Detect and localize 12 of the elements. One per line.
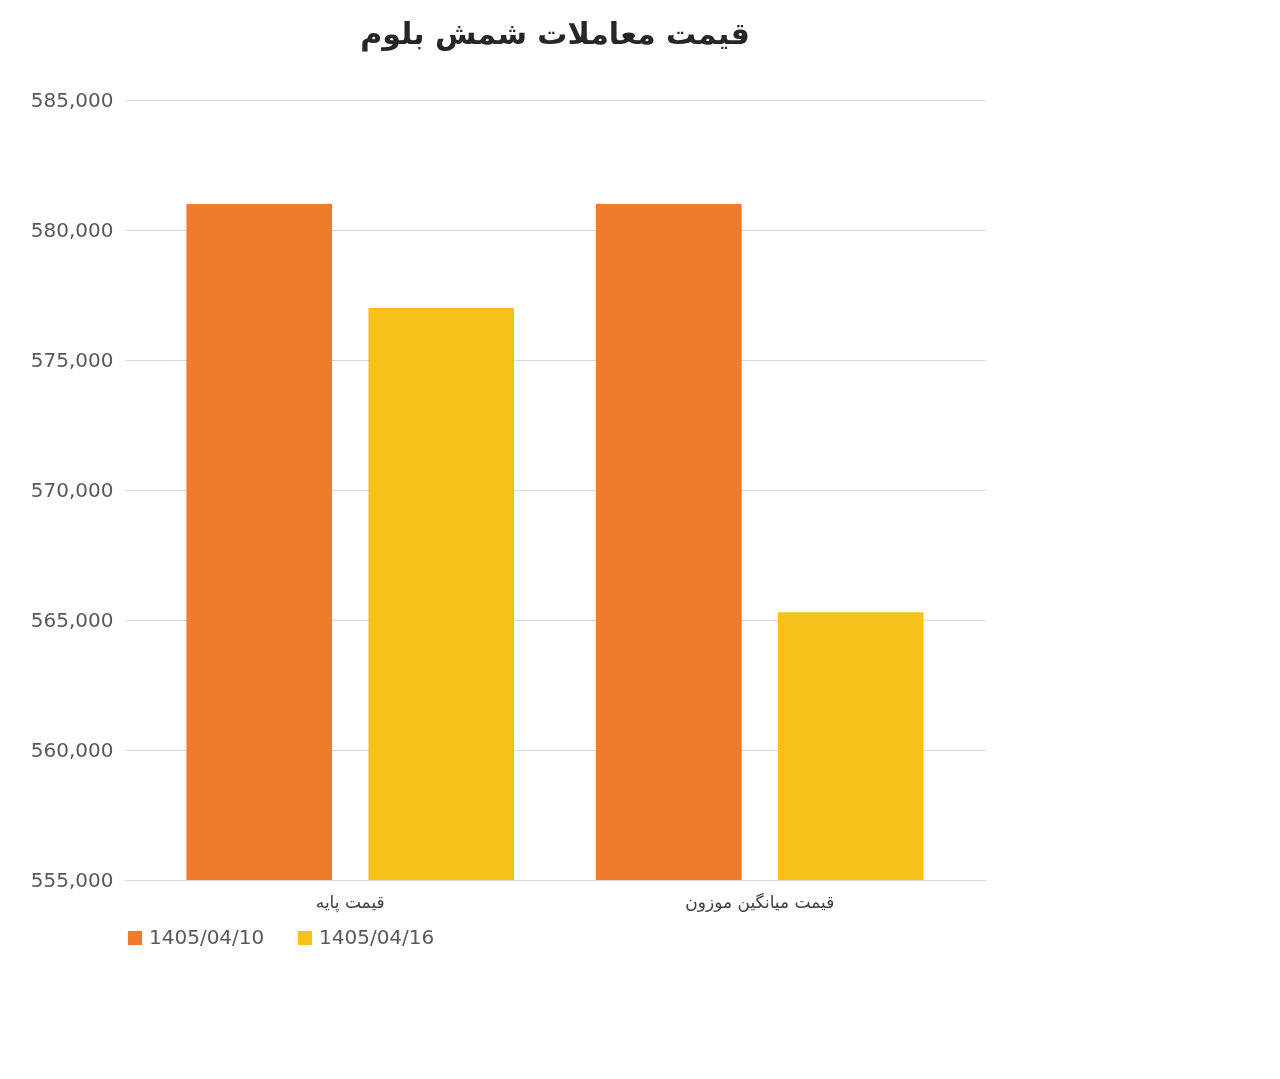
y-tick-label: 585,000 xyxy=(30,87,114,112)
legend-label: 1405/04/10 xyxy=(149,925,265,949)
x-tick-label: قیمت پایه xyxy=(315,891,385,913)
legend-label: 1405/04/16 xyxy=(319,925,435,949)
y-tick-label: 560,000 xyxy=(30,737,114,762)
x-tick-label: قیمت میانگین موزون xyxy=(685,891,835,912)
y-tick-label: 565,000 xyxy=(30,607,114,632)
y-tick-label: 555,000 xyxy=(30,867,114,892)
chart-title: قیمت معاملات شمش بلوم xyxy=(360,16,750,52)
y-tick-label: 575,000 xyxy=(30,347,114,372)
y-tick-label: 570,000 xyxy=(30,477,114,502)
y-tick-label: 580,000 xyxy=(30,217,114,242)
